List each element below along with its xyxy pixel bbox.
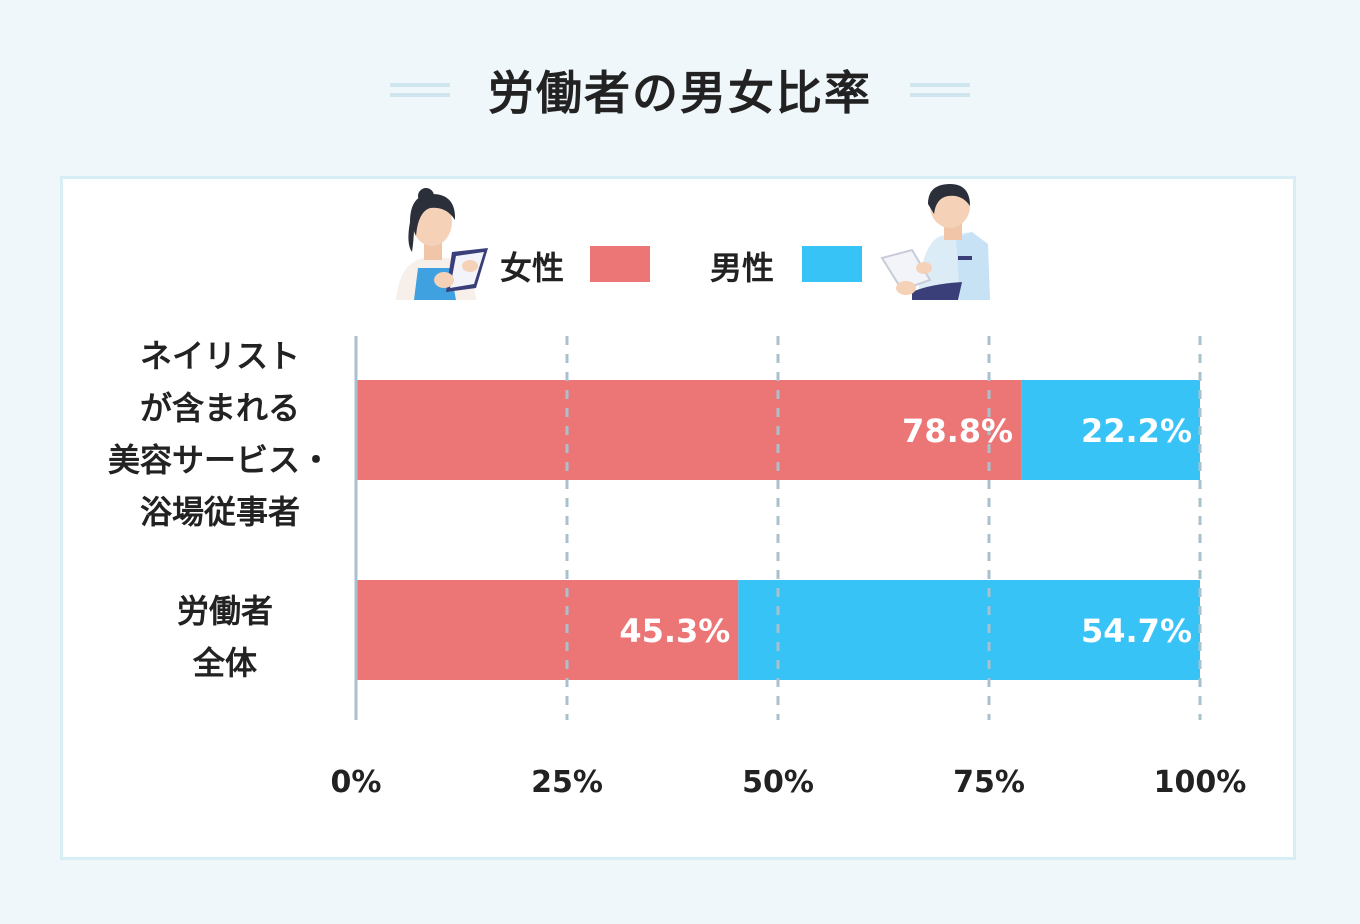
- chart-card: [60, 176, 1296, 860]
- chart-title: 労働者の男女比率: [488, 66, 872, 120]
- category-label-line: 美容サービス・: [107, 441, 332, 479]
- category-label-line: が含まれる: [139, 389, 300, 427]
- data-label-female: 45.3%: [619, 612, 730, 650]
- data-label-male: 22.2%: [1081, 412, 1192, 450]
- bar-segment-female: [356, 580, 739, 680]
- x-tick-label: 50%: [742, 765, 814, 800]
- legend-swatch-male: [802, 246, 862, 282]
- data-label-male: 54.7%: [1081, 612, 1192, 650]
- male-worker-icon: [880, 184, 990, 300]
- x-tick-label: 25%: [531, 765, 603, 800]
- female-worker-icon: [396, 188, 488, 300]
- category-label-line: 労働者: [176, 592, 273, 630]
- category-label-line: ネイリスト: [139, 337, 300, 375]
- title-bar: 労働者の男女比率: [0, 55, 1360, 125]
- legend-swatch-female: [590, 246, 650, 282]
- legend-label-female: 女性: [500, 249, 565, 287]
- x-tick-label: 75%: [953, 765, 1025, 800]
- title-decoration-left: [390, 83, 450, 97]
- x-tick-label: 0%: [331, 765, 382, 800]
- bar-segment-male: [738, 580, 1200, 680]
- category-label-line: 全体: [192, 644, 257, 682]
- bar-segment-female: [356, 380, 1022, 480]
- title-decoration-right: [910, 83, 970, 97]
- category-label-2: 労働者 全体: [95, 585, 355, 689]
- x-tick-label: 100%: [1154, 765, 1247, 800]
- category-label-line: 浴場従事者: [139, 493, 300, 531]
- data-label-female: 78.8%: [902, 412, 1013, 450]
- bar-segment-male: [1021, 380, 1200, 480]
- category-label-1: ネイリスト が含まれる 美容サービス・ 浴場従事者: [95, 330, 345, 538]
- legend-label-male: 男性: [710, 249, 775, 287]
